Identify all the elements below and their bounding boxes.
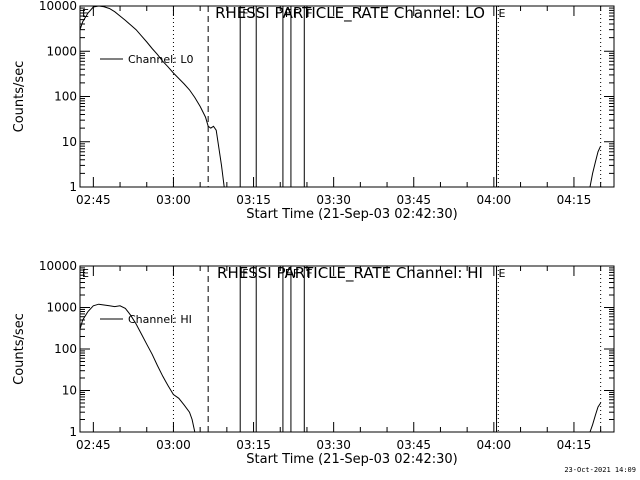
chart-title: RHESSI PARTICLE_RATE Channel: HI <box>217 264 483 283</box>
x-tick-label: 02:45 <box>76 193 111 207</box>
x-tick-label: 03:15 <box>236 438 271 452</box>
y-tick-label: 100 <box>54 342 77 356</box>
event-marker-label: F <box>293 7 299 20</box>
x-tick-label: 03:45 <box>396 193 431 207</box>
y-axis-label: Counts/sec <box>12 61 27 133</box>
footer-timestamp: 23-Oct-2021 14:09 <box>564 466 636 474</box>
series-line-segment <box>80 6 225 187</box>
event-marker-label: E <box>82 7 89 20</box>
event-marker-label: F <box>285 7 291 20</box>
x-tick-label: 02:45 <box>76 438 111 452</box>
legend-label: Channel: HI <box>128 313 192 326</box>
x-tick-label: 03:45 <box>396 438 431 452</box>
x-tick-label: 03:15 <box>236 193 271 207</box>
y-axis-label: Counts/sec <box>12 313 27 385</box>
y-tick-label: 1 <box>69 180 77 194</box>
chart-title: RHESSI PARTICLE_RATE Channel: LO <box>215 4 485 23</box>
series-line-segment <box>80 303 196 432</box>
chart-panel-2: RHESSI PARTICLE_RATE Channel: HI 1 10 100 10… <box>12 259 615 467</box>
x-tick-label: 04:15 <box>557 438 592 452</box>
event-marker-label: F <box>242 267 248 280</box>
event-marker-label: E <box>82 267 89 280</box>
x-axis-label: Start Time (21-Sep-03 02:42:30) <box>246 452 457 467</box>
series-line-segment <box>589 145 602 187</box>
event-marker-label: F <box>306 7 312 20</box>
y-tick-label: 1 <box>69 425 77 439</box>
plot-frame <box>79 265 615 433</box>
event-marker-label: E <box>499 267 506 280</box>
event-marker-label: F <box>293 267 299 280</box>
x-tick-label: 03:30 <box>316 438 351 452</box>
event-marker-label: F <box>306 267 312 280</box>
y-tick-label: 10000 <box>39 0 77 13</box>
y-tick-label: 10 <box>62 135 77 149</box>
event-marker-label: F <box>242 7 248 20</box>
event-marker-label: F <box>285 267 291 280</box>
x-tick-label: 04:00 <box>477 193 512 207</box>
x-tick-label: 04:00 <box>477 438 512 452</box>
x-tick-label: 04:15 <box>557 193 592 207</box>
y-tick-label: 10 <box>62 384 77 398</box>
series-line-segment <box>589 402 602 432</box>
plot-frame <box>79 5 615 188</box>
x-tick-label: 03:00 <box>156 193 191 207</box>
chart-panel-1: RHESSI PARTICLE_RATE Channel: LO 1 10 100 10… <box>12 0 615 222</box>
y-tick-label: 1000 <box>46 301 77 315</box>
x-tick-label: 03:00 <box>156 438 191 452</box>
x-tick-label: 03:30 <box>316 193 351 207</box>
y-tick-label: 100 <box>54 90 77 104</box>
x-axis-label: Start Time (21-Sep-03 02:42:30) <box>246 207 457 222</box>
event-marker-label: E <box>499 7 506 20</box>
y-tick-label: 1000 <box>46 44 77 58</box>
legend-label: Channel: L0 <box>128 53 194 66</box>
y-tick-label: 10000 <box>39 259 77 273</box>
